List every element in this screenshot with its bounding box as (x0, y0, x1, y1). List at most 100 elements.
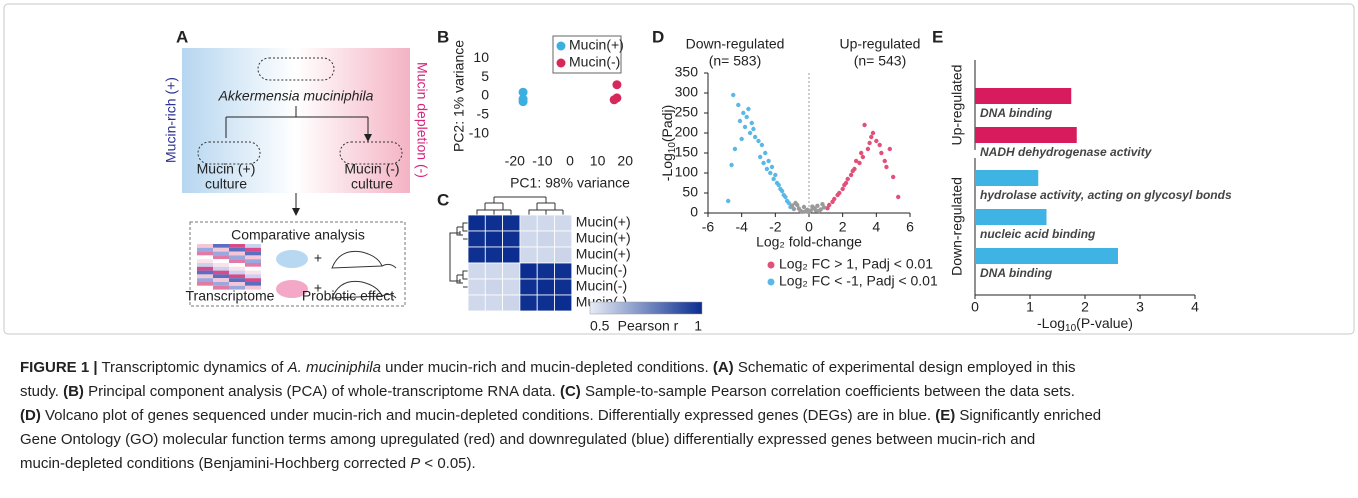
row-label: Mucin(+) (576, 246, 631, 262)
point (887, 146, 892, 152)
arrow (225, 132, 368, 138)
mini-cell (213, 263, 229, 267)
point (842, 182, 847, 188)
heat-cell (502, 262, 521, 280)
point (789, 203, 795, 208)
point (741, 110, 746, 116)
point (731, 92, 736, 98)
point (757, 154, 763, 160)
legend-swatch (767, 261, 775, 269)
mini-cell (229, 285, 245, 290)
legend-label: Mucin(+) (569, 37, 624, 53)
point (825, 206, 830, 211)
point (796, 206, 802, 211)
mini-cell (229, 274, 245, 279)
point (874, 138, 879, 144)
mini-cell (245, 247, 261, 252)
x-tick-label: 4 (872, 219, 880, 235)
schematic: A Mucin-rich (+) Mucin depletion (-) Akk… (163, 27, 430, 307)
cell-icon (197, 141, 261, 165)
caption-line: (D) Volcano plot of genes sequenced unde… (20, 404, 1101, 428)
caption-line: Gene Ontology (GO) molecular function te… (20, 428, 1101, 452)
annotation: Down-regulated (686, 36, 785, 52)
point (882, 158, 887, 164)
point (806, 210, 812, 215)
mini-cell (213, 251, 229, 256)
point (746, 106, 751, 112)
caption-text: Schematic of experimental design employe… (733, 359, 1076, 376)
mini-cell (213, 244, 229, 248)
point (848, 172, 854, 178)
point (778, 186, 783, 192)
heat-cell (502, 294, 521, 312)
legend-swatch (556, 58, 566, 68)
point (739, 136, 744, 142)
organism: Akkermensia muciniphila (218, 88, 374, 104)
row-label: Mucin(-) (576, 278, 627, 294)
heat-cell (467, 230, 486, 248)
point (816, 208, 822, 214)
output-label: Transcriptome (186, 288, 275, 304)
pill-icon (276, 250, 308, 268)
mini-cell (197, 266, 213, 271)
heat-cell (467, 294, 486, 312)
point (884, 164, 889, 170)
cell-icon (339, 141, 403, 165)
mini-cell (197, 274, 213, 279)
y-tick-label: 50 (682, 184, 698, 200)
mini-cell (229, 266, 245, 271)
caption-line: mucin-depleted conditions (Benjamini-Hoc… (20, 452, 1101, 476)
mini-cell (197, 263, 213, 267)
heat-cell (536, 214, 555, 232)
x-tick-label: 3 (1136, 299, 1144, 315)
dendrogram (476, 196, 564, 215)
group-label: Down-regulated (949, 177, 965, 276)
point (870, 130, 876, 136)
mini-cell (213, 278, 229, 282)
bar (975, 170, 1039, 186)
point (756, 138, 761, 144)
heat-cell (519, 278, 538, 296)
y-tick-label: 150 (675, 144, 699, 160)
mini-cell (229, 263, 245, 267)
legend-label: Log₂ FC < -1, Padj < 0.01 (779, 273, 938, 289)
mini-cell (197, 270, 213, 275)
culture-label: Mucin (+) (197, 161, 256, 177)
mini-cell (229, 255, 245, 260)
point (768, 170, 773, 176)
mini-cell (245, 255, 261, 260)
panel-label: B (437, 27, 449, 46)
caption-text: (E) (935, 407, 956, 424)
heat-cell (554, 214, 573, 232)
colorbar-label: Pearson r (618, 318, 679, 334)
plus: + (314, 250, 322, 266)
heat-cell (484, 246, 503, 264)
point (744, 114, 749, 120)
point (858, 150, 864, 156)
mini-cell (197, 259, 213, 263)
heat-cell (484, 278, 503, 296)
point (781, 192, 786, 198)
legend-label: Mucin(-) (569, 54, 620, 70)
x-tick-label: 2 (1081, 299, 1089, 315)
heat-cell (536, 294, 555, 312)
point (759, 142, 765, 148)
pill-icon (276, 280, 308, 298)
point (857, 160, 862, 166)
point (726, 198, 731, 204)
point (784, 198, 790, 204)
heat-cell (519, 294, 538, 312)
y-tick-label: -5 (477, 106, 490, 122)
point (800, 209, 805, 214)
mini-cell (229, 251, 245, 256)
mini-cell (245, 259, 261, 263)
bar-label: DNA binding (980, 106, 1053, 120)
caption-text: under mucin-rich and mucin-depleted cond… (381, 359, 713, 376)
y-tick-label: 10 (473, 49, 489, 65)
caption-text: Gene Ontology (GO) molecular function te… (20, 431, 1036, 448)
analysis-box (189, 221, 406, 307)
caption: FIGURE 1 | Transcriptomic dynamics of A.… (20, 356, 1101, 476)
heat-cell (519, 214, 538, 232)
culture-label: culture (351, 176, 393, 192)
heat-cell (484, 214, 503, 232)
